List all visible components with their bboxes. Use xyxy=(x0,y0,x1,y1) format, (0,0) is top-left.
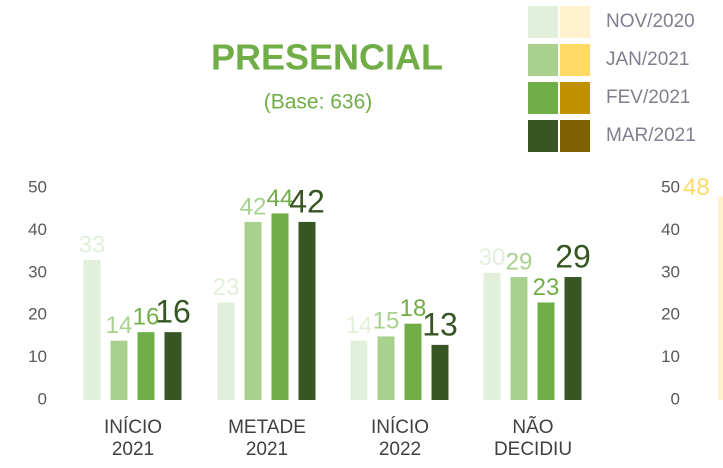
data-label: 42 xyxy=(240,193,267,220)
legend-label: NOV/2020 xyxy=(606,11,695,32)
chart-subtitle: (Base: 636) xyxy=(264,91,373,114)
bar xyxy=(537,302,555,400)
data-label: 29 xyxy=(555,238,591,274)
data-label: 42 xyxy=(289,183,325,219)
legend-swatch xyxy=(528,44,558,76)
data-label: 13 xyxy=(422,306,458,342)
data-label: 16 xyxy=(155,294,191,330)
bar xyxy=(110,340,128,400)
legend-swatch xyxy=(560,120,590,152)
y-tick-label: 40 xyxy=(661,220,680,239)
x-tick-label: INÍCIO 2022 xyxy=(370,417,430,460)
data-label: 44 xyxy=(267,185,294,212)
legend-label: FEV/2021 xyxy=(606,87,691,108)
legend-swatch xyxy=(560,6,590,38)
data-label: 15 xyxy=(373,308,400,335)
data-label: 14 xyxy=(106,312,133,339)
x-tick-label: METADE 2021 xyxy=(228,417,306,460)
bar xyxy=(271,213,289,400)
legend-swatch xyxy=(560,82,590,114)
bar xyxy=(298,221,316,400)
y-tick-label: 50 xyxy=(661,177,680,196)
data-label: 30 xyxy=(479,244,506,271)
data-label: 16 xyxy=(133,304,160,331)
y-tick-label: 50 xyxy=(28,177,47,196)
bar xyxy=(377,336,395,400)
y-tick-label: 40 xyxy=(28,220,47,239)
bar xyxy=(350,340,368,400)
legend-swatch xyxy=(560,44,590,76)
bar xyxy=(83,260,101,400)
legend-label: MAR/2021 xyxy=(606,125,696,146)
data-label: 18 xyxy=(400,295,427,322)
y-tick-label: 0 xyxy=(38,389,47,408)
bar xyxy=(718,196,723,400)
x-tick-label: NÃO DECIDIU xyxy=(493,417,573,460)
bar xyxy=(483,272,501,400)
bar xyxy=(244,221,262,400)
chart-title: PRESENCIAL xyxy=(211,37,443,78)
y-tick-label: 20 xyxy=(661,305,680,324)
legend-swatch xyxy=(528,6,558,38)
y-tick-label: 10 xyxy=(28,347,47,366)
bar xyxy=(164,332,182,400)
y-tick-label: 10 xyxy=(661,347,680,366)
bar xyxy=(510,277,528,400)
x-tick-label: INÍCIO 2021 xyxy=(103,417,163,460)
data-label: 33 xyxy=(79,231,106,258)
bar xyxy=(564,277,582,400)
data-label: 29 xyxy=(506,248,533,275)
y-tick-label: 20 xyxy=(28,305,47,324)
legend-label: JAN/2021 xyxy=(606,49,689,70)
legend-swatch xyxy=(528,82,558,114)
y-tick-label: 30 xyxy=(661,262,680,281)
legend-swatch xyxy=(528,120,558,152)
bar xyxy=(404,323,422,400)
data-label: 23 xyxy=(213,274,240,301)
data-label: 23 xyxy=(533,274,560,301)
y-tick-label: 30 xyxy=(28,262,47,281)
bar xyxy=(431,344,449,400)
y-tick-label: 0 xyxy=(671,389,680,408)
bar xyxy=(137,332,155,400)
data-label: 14 xyxy=(346,312,373,339)
data-label: 48 xyxy=(683,174,710,201)
bar xyxy=(217,302,235,400)
